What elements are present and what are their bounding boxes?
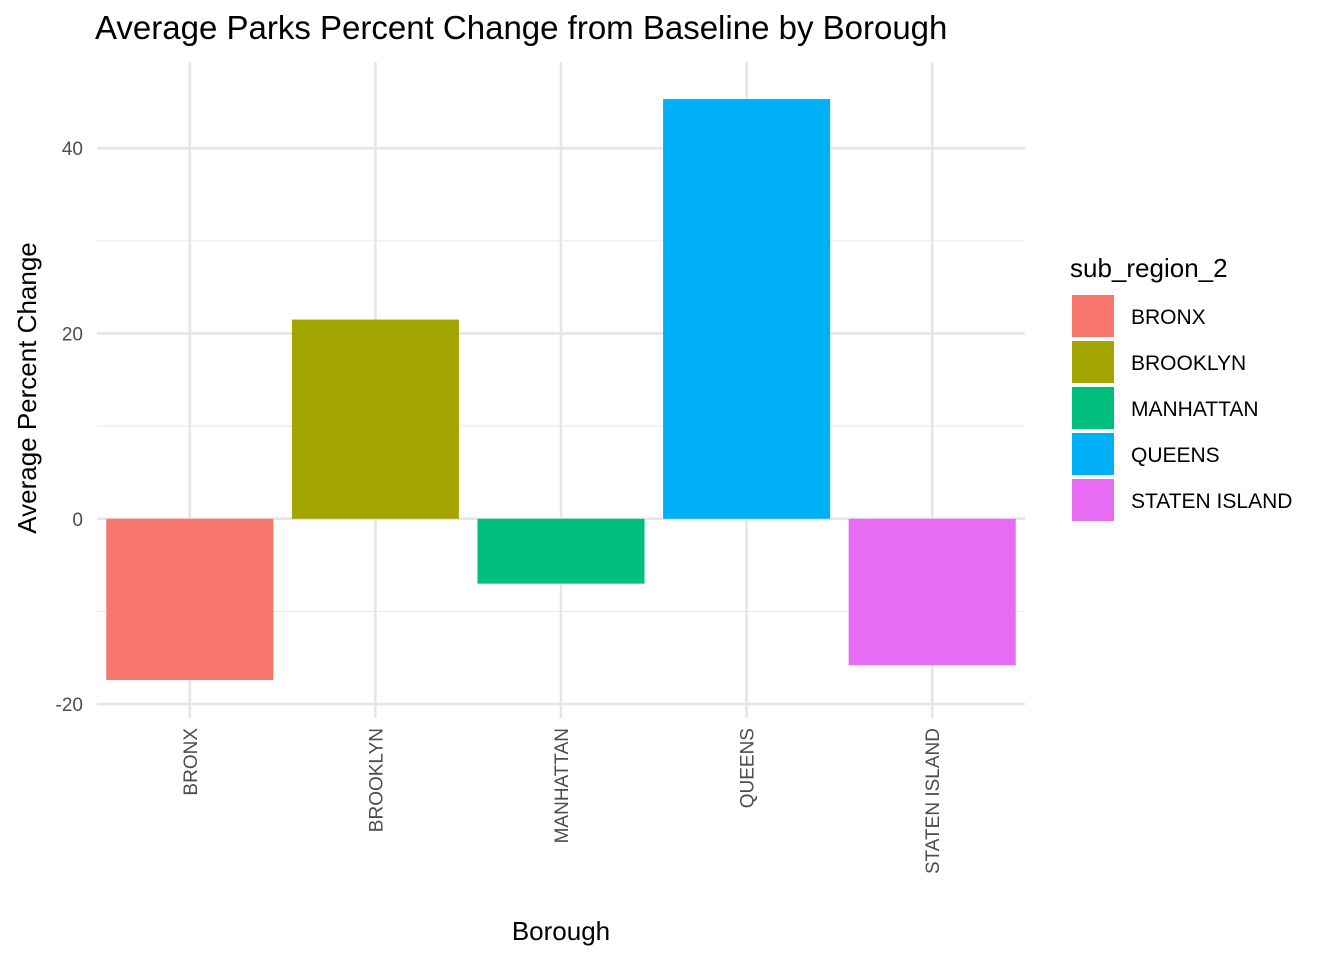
legend-label: MANHATTAN — [1131, 398, 1259, 421]
x-tick-label: STATEN ISLAND — [923, 728, 944, 874]
y-tick-label: 20 — [62, 324, 83, 345]
x-axis-ticks: BRONX BROOKLYN MANHATTAN QUEENS STATEN ISLAN… — [181, 728, 944, 874]
legend-items: BRONX BROOKLYN MANHATTAN QUEENS STATEN ISLAN… — [1072, 295, 1292, 521]
legend-label: BROOKLYN — [1131, 352, 1246, 375]
legend: sub_region_2 BRONX BROOKLYN MANHATTAN QUEEN… — [1070, 253, 1292, 521]
legend-label: STATEN ISLAND — [1131, 490, 1292, 513]
y-tick-label: 40 — [62, 139, 83, 160]
bar-manhattan — [477, 518, 645, 584]
x-tick-label: BROOKLYN — [366, 728, 387, 832]
x-tick-label: BRONX — [181, 728, 202, 796]
chart-title: Average Parks Percent Change from Baseli… — [95, 9, 947, 46]
x-tick-label: QUEENS — [738, 728, 759, 808]
y-tick-label: -20 — [56, 695, 83, 716]
bar-queens — [663, 99, 831, 519]
x-tick-label: MANHATTAN — [552, 728, 573, 843]
legend-key — [1072, 433, 1114, 475]
bar-staten-island — [848, 518, 1016, 666]
y-axis-title: Average Percent Change — [12, 242, 42, 534]
legend-title: sub_region_2 — [1070, 253, 1228, 283]
bars — [106, 99, 1016, 681]
legend-label: QUEENS — [1131, 444, 1220, 467]
x-axis-title: Borough — [512, 916, 610, 946]
bar-bronx — [106, 518, 274, 681]
y-tick-label: 0 — [72, 510, 83, 531]
legend-key — [1072, 479, 1114, 521]
legend-key — [1072, 341, 1114, 383]
y-axis-ticks: -20 0 20 40 — [56, 139, 83, 716]
legend-key — [1072, 387, 1114, 429]
bar-brooklyn — [291, 319, 459, 519]
legend-label: BRONX — [1131, 306, 1206, 329]
legend-key — [1072, 295, 1114, 337]
